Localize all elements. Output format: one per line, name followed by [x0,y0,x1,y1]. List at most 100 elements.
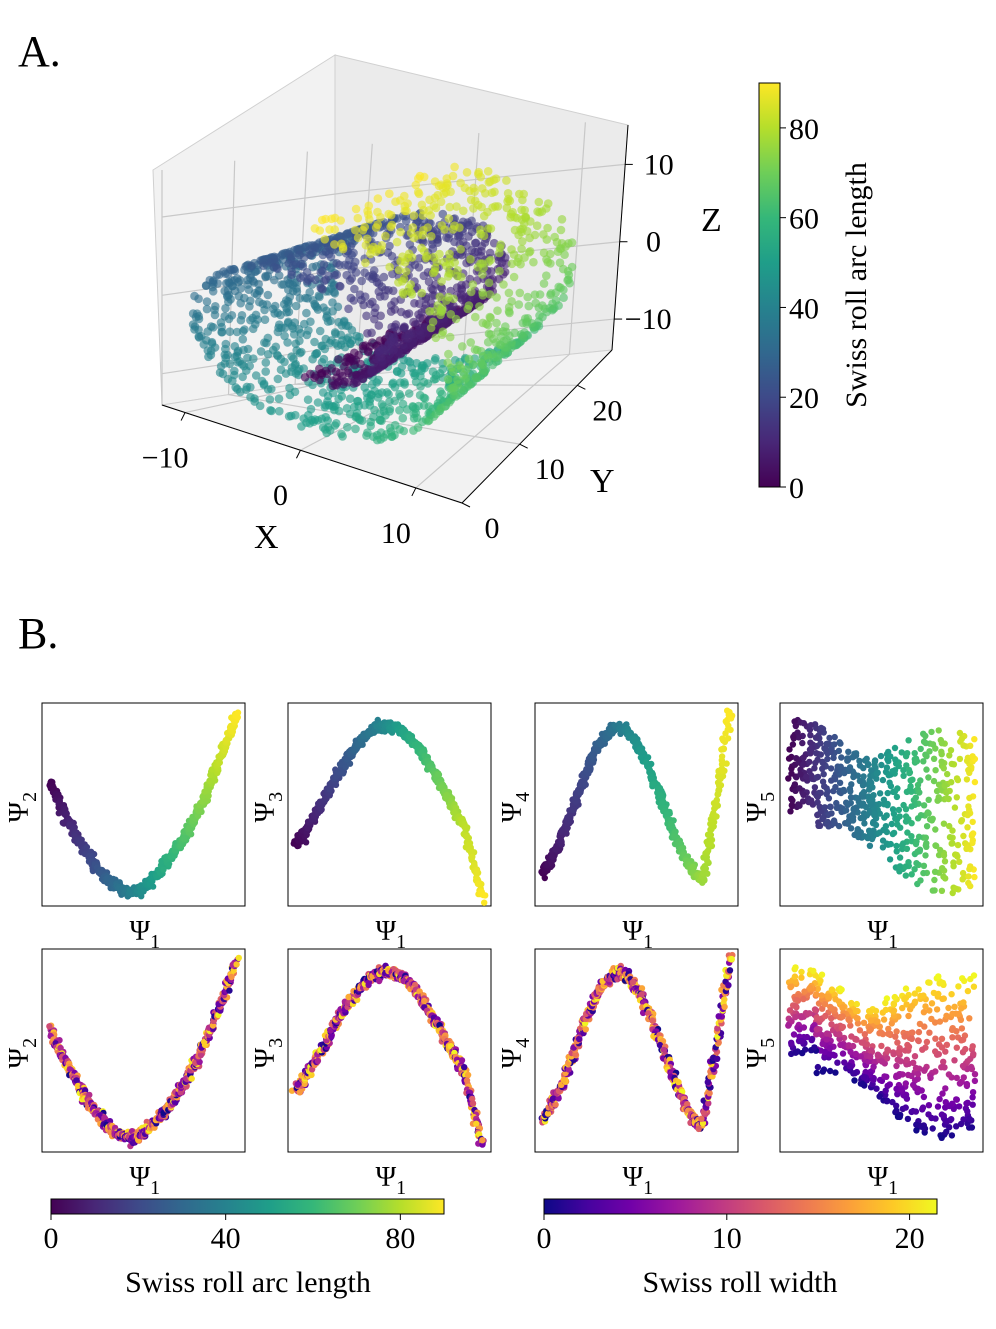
panel-point [893,842,900,850]
point [481,189,490,198]
panel-ylabel: Ψ5 [742,792,779,823]
panel-point [788,795,795,802]
point [202,304,212,314]
point [251,371,261,380]
panel-point [941,782,948,789]
panel-point [59,819,66,826]
point [443,375,453,384]
point [220,286,229,296]
point [296,329,306,338]
point [238,372,247,382]
panel-point [958,818,965,825]
panel-point [469,853,476,861]
colorbar-top-tick-label: 80 [789,113,819,146]
point [188,309,198,318]
panel-point [821,804,828,811]
point [468,280,478,289]
point [362,311,371,321]
panel-point [895,806,903,814]
point [560,250,569,259]
panel-point [878,761,885,769]
panel-point [912,840,920,848]
panel-point [940,765,947,772]
panel-point [816,822,824,829]
point [440,225,449,234]
point [411,180,421,190]
panel-b-label: B. [18,609,58,658]
point [530,290,540,300]
point [494,255,504,265]
point [459,370,469,380]
panel-point [938,740,946,747]
point [451,314,461,324]
panel-point [790,733,797,741]
panel-point [873,770,880,777]
panel-point [870,818,877,826]
panel-point [302,839,310,846]
x-tick [296,450,301,459]
point [340,342,350,352]
panel-point [471,861,478,868]
colorbar-top-gradient [758,82,781,488]
point [518,237,527,246]
point [280,357,289,367]
point [444,214,454,223]
point [336,282,345,291]
panel-point [904,829,911,836]
point [418,211,428,220]
y-tick-label: 20 [592,394,622,427]
point [462,168,472,177]
point [416,382,425,391]
point [236,298,245,308]
panel-point [966,794,973,802]
point [328,381,338,391]
panel-point [795,734,802,741]
point [303,277,312,286]
point [458,342,467,351]
point [487,188,497,198]
point [503,197,512,206]
panel-point [812,759,819,767]
panel-point [222,737,230,744]
point [315,292,324,302]
panel-point [922,732,929,740]
point [535,311,544,320]
panel-point [838,754,845,761]
point [358,225,368,235]
panel-point [949,827,956,834]
panel-point [960,742,967,749]
point [350,360,359,370]
point [236,315,246,325]
panel-point [216,759,223,766]
panel-point [206,777,213,784]
panel-point [868,800,875,808]
panel-point [883,764,891,771]
y-tick-label: 0 [485,512,500,545]
panel-point [718,753,726,760]
y-tick-label: 10 [535,453,565,486]
point [442,261,451,271]
panel-point [902,863,909,870]
panel-point [964,824,971,831]
swiss-roll-points [188,162,577,445]
panel-point [719,772,727,780]
panel-point [903,845,911,852]
point [534,197,544,207]
ylabel-symbol: Ψ [250,802,281,823]
panel-point [908,803,915,810]
panel-a-label: A. [18,27,61,76]
panel-point [821,783,828,790]
point [322,428,332,438]
point [464,232,473,241]
panel-point [886,779,893,786]
point [476,172,486,182]
grid-line-y [227,160,520,445]
point [409,211,419,220]
point [426,211,436,220]
point [385,241,394,251]
ylabel-subscript: 3 [265,792,287,802]
point [273,264,282,274]
panel-point [717,782,725,789]
panel-point [877,752,885,760]
xlabel-subscript: 1 [396,931,406,953]
